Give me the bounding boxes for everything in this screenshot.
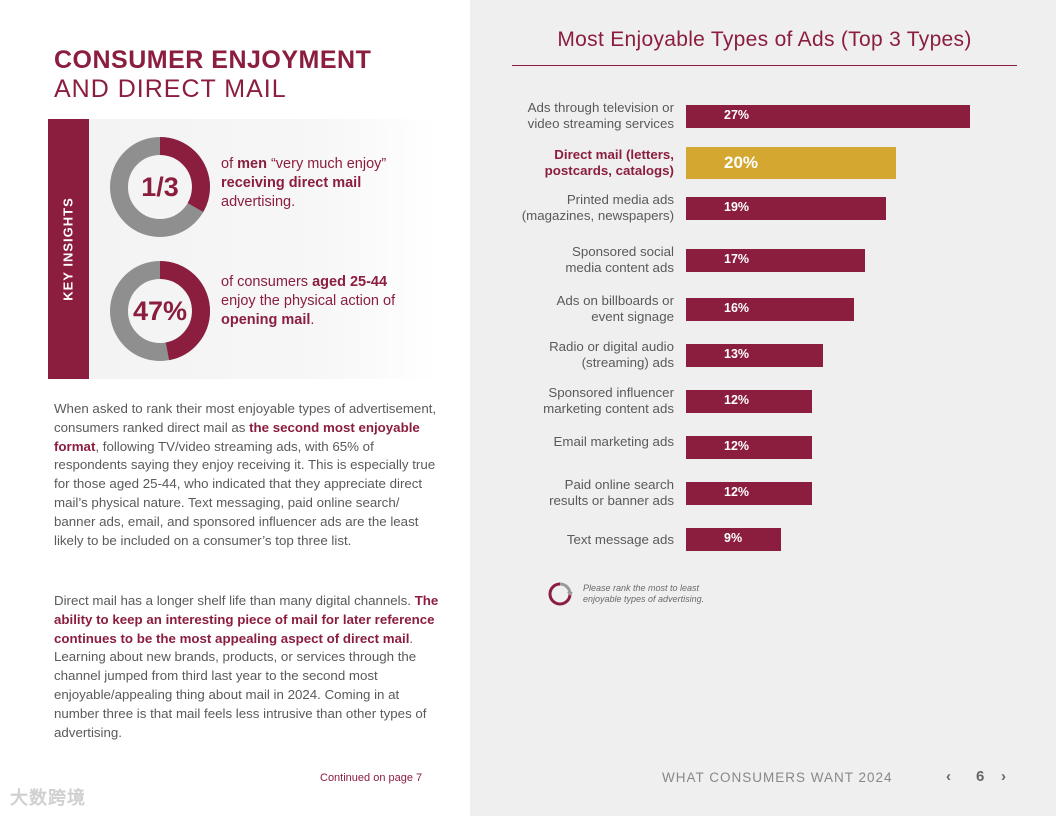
category-label-line: Text message ads: [566, 532, 674, 547]
bar-value-label: 9%: [724, 531, 743, 545]
chart-footnote-line: enjoyable types of advertising.: [583, 594, 705, 604]
bar: [686, 481, 813, 505]
bar-value-label: 19%: [724, 200, 750, 214]
key-insights-panel: KEY INSIGHTS 1/3 of men “very much enjoy…: [48, 119, 440, 379]
bar: [686, 104, 970, 128]
category-label-line: Radio or digital audio: [549, 339, 674, 354]
category-label-line: Paid online search: [564, 477, 674, 492]
paragraph-text: Direct mail has a longer shelf life than…: [54, 593, 415, 608]
category-label-line: results or banner ads: [549, 493, 674, 508]
bar-value-label: 12%: [724, 393, 750, 407]
bar-value-label: 13%: [724, 347, 750, 361]
page-title-line1: CONSUMER ENJOYMENT: [54, 46, 372, 74]
bar-value-label: 27%: [724, 108, 750, 122]
category-label-line: marketing content ads: [543, 401, 674, 416]
insight-text-part: of consumers: [221, 274, 313, 290]
bar: [686, 435, 813, 459]
paragraph-text: , following TV/video streaming ads, with…: [54, 438, 436, 548]
bar-value-label: 20%: [724, 153, 759, 172]
insight-text-bold: men: [237, 156, 267, 172]
chart-title-divider: [512, 65, 1017, 66]
category-label: Sponsored social media content ads: [565, 244, 674, 276]
bar: [686, 196, 886, 220]
category-label: Sponsored influencer marketing content ad…: [543, 385, 674, 417]
donut-stat-label: 47%: [132, 295, 188, 326]
chart-title: Most Enjoyable Types of Ads (Top 3 Types…: [557, 28, 972, 51]
bar: [686, 527, 781, 551]
bar: [686, 147, 897, 179]
donut-fill: [110, 137, 210, 237]
category-label-line: (magazines, newspapers): [521, 208, 674, 223]
next-page-button[interactable]: ›: [1001, 768, 1006, 785]
category-label-line: Printed media ads: [566, 192, 674, 207]
donut-chart-aged-25-44: 47%: [108, 259, 212, 363]
category-label: Radio or digital audio (streaming) ads: [549, 339, 674, 371]
bar: [686, 248, 865, 272]
watermark: 大数跨境: [10, 788, 86, 808]
insight-text-part: “very much enjoy”: [266, 156, 387, 172]
body-paragraph-1: When asked to rank their most enjoyable …: [54, 400, 440, 550]
key-insights-tab: KEY INSIGHTS: [48, 119, 89, 379]
insight-text-bold: opening mail: [221, 312, 311, 328]
insight-text-men: of men “very much enjoy” receiving direc…: [221, 155, 401, 212]
insight-text-part: advertising.: [221, 194, 296, 210]
donut-chart-men: 1/3: [108, 135, 212, 239]
category-label-line: Sponsored social: [571, 244, 674, 259]
category-label-line: Ads through television or: [527, 100, 674, 115]
chart-footnote-line: Please rank the most to least: [583, 583, 700, 593]
bar-value-label: 12%: [724, 485, 750, 499]
insight-text-part: of: [221, 156, 238, 172]
category-label: Ads through television or video streaming…: [528, 100, 674, 132]
category-label-line: event signage: [591, 309, 674, 324]
category-label-line: media content ads: [565, 260, 674, 275]
body-paragraph-2: Direct mail has a longer shelf life than…: [54, 592, 440, 742]
paragraph-text: . Learning about new brands, products, o…: [54, 630, 427, 740]
footer-title: WHAT CONSUMERS WANT 2024: [662, 770, 893, 785]
insight-text-part: .: [310, 312, 315, 328]
category-label-line: postcards, catalogs): [544, 163, 674, 178]
continued-link[interactable]: Continued on page 7: [320, 772, 423, 784]
category-label: Text message ads: [567, 532, 674, 548]
bar: [686, 297, 855, 321]
category-label: Email marketing ads: [554, 434, 674, 450]
donut-fill: [110, 261, 210, 361]
insight-text-part: enjoy the physical action of: [221, 293, 396, 309]
category-label: Direct mail (letters, postcards, catalogs…: [545, 147, 674, 179]
prev-page-button[interactable]: ‹: [946, 768, 951, 785]
key-insights-label: KEY INSIGHTS: [60, 197, 76, 301]
category-label-line: video streaming services: [527, 116, 674, 131]
chart-footnote: Please rank the most to least enjoyable …: [583, 583, 704, 605]
page-number: 6: [976, 768, 985, 785]
paragraph-emphasis: The ability to keep an interesting piece…: [54, 593, 439, 646]
left-page: CONSUMER ENJOYMENT AND DIRECT MAIL KEY I…: [0, 0, 470, 816]
category-label: Paid online search results or banner ads: [549, 477, 674, 509]
category-label-line: Ads on billboards or: [556, 293, 674, 308]
paragraph-emphasis: the second most enjoyable format: [54, 419, 420, 454]
category-label-line: (streaming) ads: [581, 355, 674, 370]
donut-ring: [110, 261, 210, 361]
refresh-icon: [548, 582, 573, 606]
category-label-line: Direct mail (letters,: [554, 147, 674, 162]
donut-ring: [110, 137, 210, 237]
insight-text-bold: aged 25-44: [312, 274, 388, 290]
category-label: Ads on billboards or event signage: [556, 293, 674, 325]
bar-value-label: 16%: [724, 301, 750, 315]
bar-value-label: 12%: [724, 439, 750, 453]
bar-value-label: 17%: [724, 252, 750, 266]
category-label: Printed media ads (magazines, newspapers): [522, 192, 674, 224]
category-label-line: Sponsored influencer: [548, 385, 674, 400]
category-label-line: Email marketing ads: [553, 434, 674, 449]
insight-text-aged-25-44: of consumers aged 25-44 enjoy the physic…: [221, 273, 401, 330]
donut-stat-label: 1/3: [141, 171, 179, 202]
bar: [686, 389, 813, 413]
bar: [686, 343, 823, 367]
paragraph-text: When asked to rank their most enjoyable …: [54, 401, 437, 435]
page-title-line2: AND DIRECT MAIL: [54, 75, 287, 103]
insight-text-bold: receiving direct mail: [221, 175, 362, 191]
